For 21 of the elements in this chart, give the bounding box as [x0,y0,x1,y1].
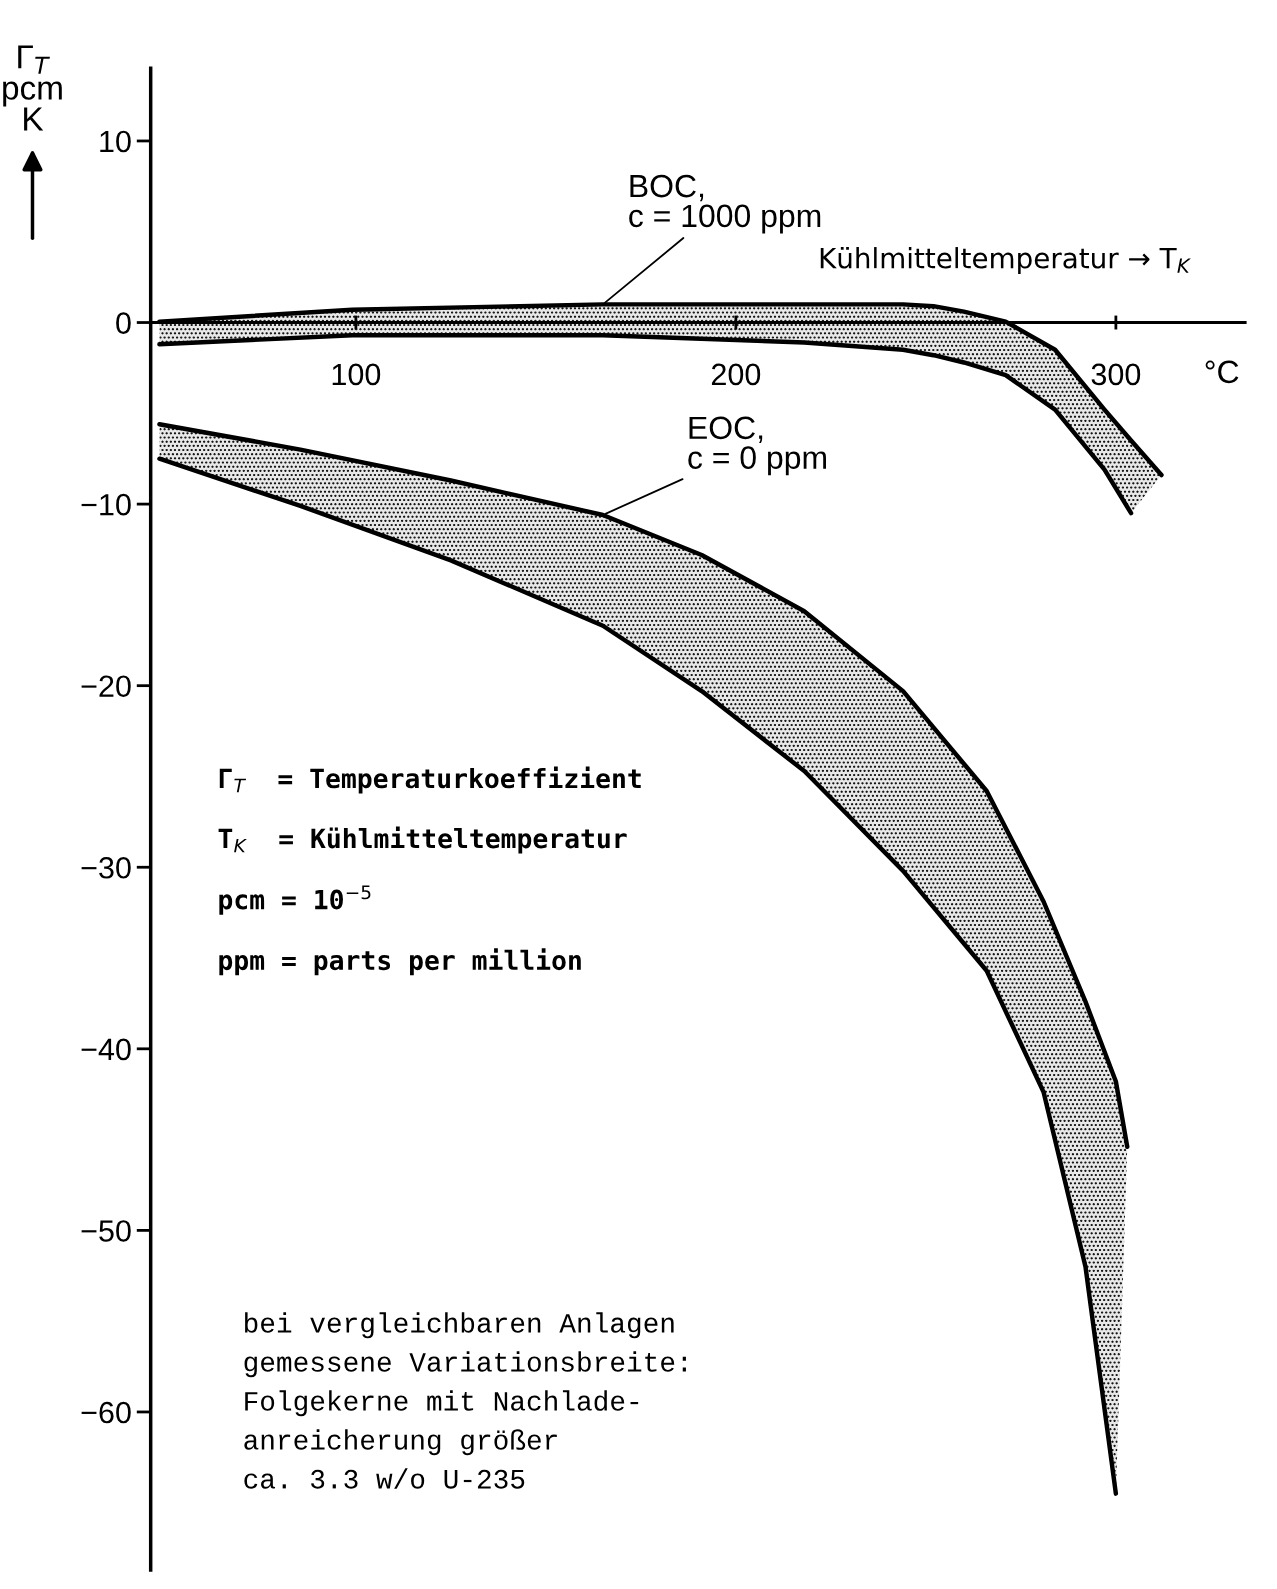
y-tick-label: −40 [81,1038,131,1061]
y-tick-label: −50 [81,1220,131,1242]
x-tick-label: 200 [711,363,761,386]
text: Γ$_{T}$ = Temperaturkoeffizient [219,766,641,794]
annotation: ppm = parts per million [219,948,581,976]
annotation: °C [1205,360,1239,384]
x-axis-title: Kühlmitteltemperatur → T$_{K}$ [820,247,1191,274]
x-tick-label: 100 [332,363,381,386]
annotation: EOC, c = 0 ppm [688,416,826,476]
y-tick-label: −20 [81,675,131,698]
annotation: bei vergleichbaren Anlagen gemessene Variationsbreite: Folgekerne mit Nachlade- anreicherung größer ca. 3.3 w/o U-235 [244,1312,686,1489]
annotation: BOC, c = 1000 ppm [629,174,821,234]
y-tick-label: 10 [100,130,131,153]
text: T$_{K}$ = Kühlmitteltemperatur [218,826,627,854]
annotation: pcm = 10$^{−5}$ [219,885,371,915]
y-tick-label: 0 [116,312,131,334]
y-tick-label: −30 [81,856,131,879]
x-tick-label: 300 [1091,363,1141,386]
y-axis-title: Γ$_{T}$ pcm K [3,45,62,131]
y-tick-label: −10 [81,493,131,516]
y-tick-label: −60 [81,1401,131,1424]
